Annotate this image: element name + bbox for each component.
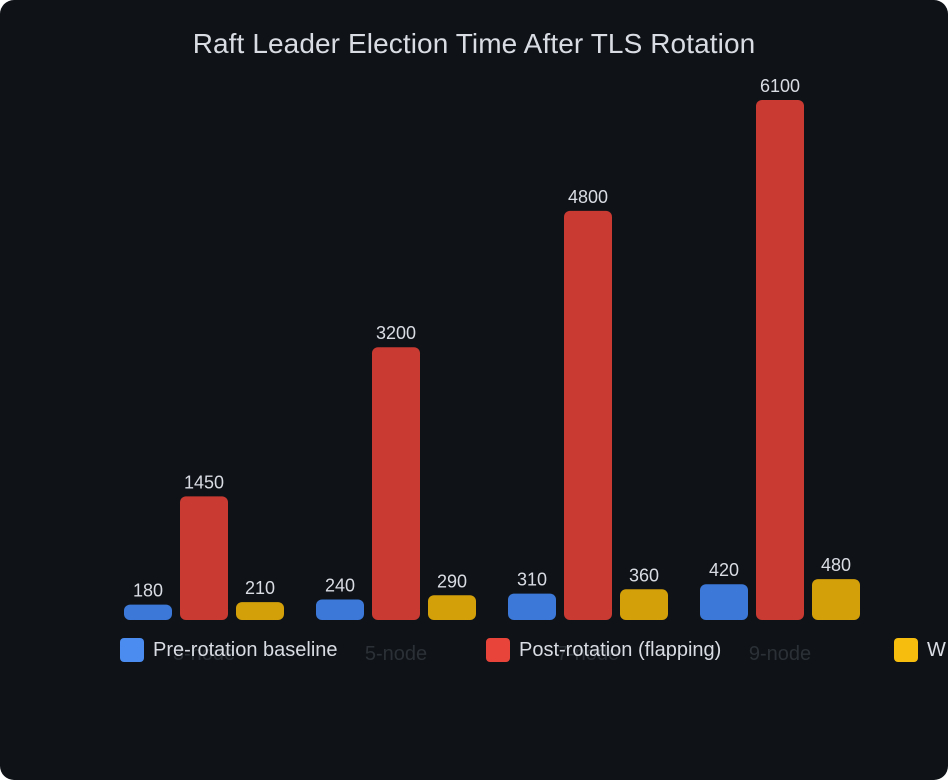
x-tick-label-9-node: 9-node <box>749 643 811 665</box>
data-label-7-node-pre-rotation-baseline: 310 <box>517 570 547 590</box>
chart-title: Raft Leader Election Time After TLS Rota… <box>192 28 756 59</box>
legend-swatch <box>894 638 918 662</box>
data-label-3-node-w: 210 <box>245 578 275 598</box>
bar-9-node-pre-rotation-baseline <box>700 584 748 620</box>
data-label-9-node-w: 480 <box>821 555 851 575</box>
x-tick-label-5-node: 5-node <box>365 643 427 665</box>
bar-9-node-w <box>812 579 860 620</box>
legend-label: Post-rotation (flapping) <box>519 638 722 661</box>
legend-item-post-rotation-flapping[interactable]: Post-rotation (flapping) <box>486 636 721 664</box>
bar-7-node-w <box>620 589 668 620</box>
bar-3-node-pre-rotation-baseline <box>124 604 172 620</box>
bar-7-node-pre-rotation-baseline <box>508 593 556 620</box>
x-tick-label-7-node: 7-node <box>557 643 619 665</box>
data-label-5-node-pre-rotation-baseline: 240 <box>325 576 355 596</box>
legend-label: Pre-rotation baseline <box>153 638 338 661</box>
data-label-5-node-w: 290 <box>437 571 467 591</box>
legend-item-w[interactable]: W <box>894 636 946 664</box>
bar-3-node-w <box>236 602 284 620</box>
bar-5-node-pre-rotation-baseline <box>316 599 364 620</box>
bar-3-node-post-rotation-flapping <box>180 496 228 620</box>
legend-label: W <box>927 638 946 661</box>
legend-item-pre-rotation-baseline[interactable]: Pre-rotation baseline <box>120 636 338 664</box>
bar-7-node-post-rotation-flapping <box>564 210 612 620</box>
chart-legend: Pre-rotation baseline Post-rotation (flap… <box>0 636 948 664</box>
data-label-5-node-post-rotation-flapping: 3200 <box>376 323 416 343</box>
bar-5-node-w <box>428 595 476 620</box>
bar-9-node-post-rotation-flapping <box>756 100 804 620</box>
x-axis-ticks: 3-node 5-node 7-node 9-node <box>173 643 811 665</box>
data-label-3-node-pre-rotation-baseline: 180 <box>133 581 163 601</box>
bar-series <box>124 100 860 620</box>
data-label-9-node-pre-rotation-baseline: 420 <box>709 560 739 580</box>
data-label-7-node-post-rotation-flapping: 4800 <box>568 187 608 207</box>
legend-swatch <box>120 638 144 662</box>
data-label-7-node-w: 360 <box>629 565 659 585</box>
data-label-3-node-post-rotation-flapping: 1450 <box>184 472 224 492</box>
data-label-9-node-post-rotation-flapping: 6100 <box>760 76 800 96</box>
x-tick-label-3-node: 3-node <box>173 643 235 665</box>
data-labels: 180 1450 210 240 3200 290 310 4800 360 420 6100 480 <box>133 76 851 601</box>
legend-swatch <box>486 638 510 662</box>
bar-5-node-post-rotation-flapping <box>372 347 420 620</box>
